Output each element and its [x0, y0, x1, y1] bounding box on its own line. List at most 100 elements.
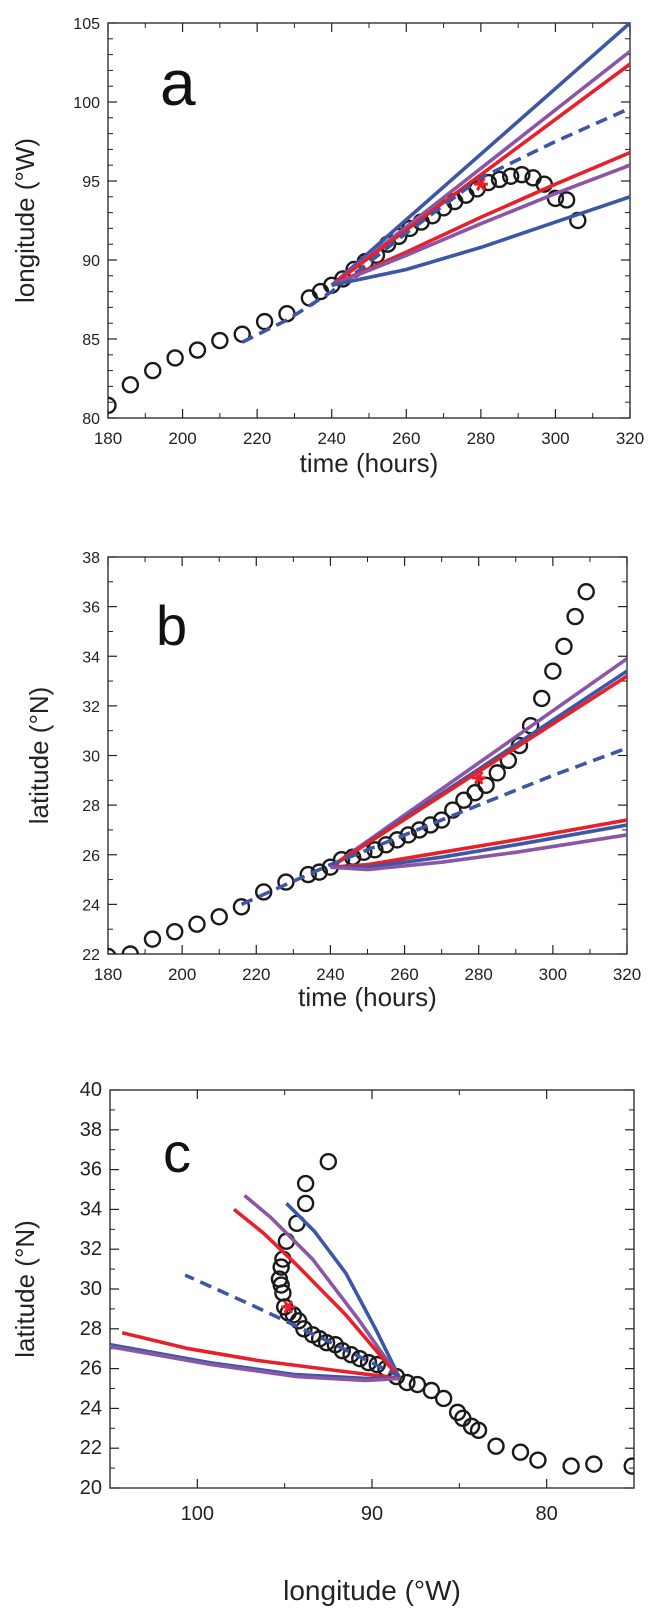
panel-b-observed-point	[555, 637, 573, 656]
panel-a-plot-area	[108, 23, 630, 415]
panel-a-x-axis-title: time (hours)	[300, 448, 439, 478]
panel-a-observed-point	[121, 376, 140, 394]
panel-c-series-blue-dashed-3	[184, 1273, 401, 1379]
panel-b-series-red-2	[329, 674, 627, 869]
panel-a-x-tick-label: 200	[168, 429, 196, 448]
panel-a-y-axis-title: longitude (°W)	[10, 138, 40, 303]
panel-b-x-tick-label: 180	[94, 965, 122, 984]
panel-b-x-tick-label: 320	[613, 965, 641, 984]
panel-b-observed-point	[477, 776, 495, 794]
panel-b: 180 200 220 240 260 280 300 320 22 24 26 28 30 32 34 36…	[24, 550, 641, 1012]
panel-b-y-tick-label: 26	[82, 848, 100, 865]
panel-c-observed-point	[326, 1336, 345, 1354]
panel-c-observed-point	[448, 1403, 467, 1422]
panel-c-y-tick-label: 20	[80, 1477, 102, 1499]
panel-c-x-tick-label: 90	[361, 1503, 383, 1525]
panel-b-observed-point	[533, 689, 551, 708]
panel-c-observed-point	[303, 1326, 322, 1344]
panel-c-series-purple-1	[243, 1194, 402, 1380]
panel-b-plot-area	[108, 583, 627, 954]
panel-a: 180 200 220 240 260 280 300 320 80 85 90 95 100 105 ti…	[10, 16, 644, 478]
panel-c-observed-point	[562, 1457, 580, 1475]
panel-b-observed-point	[377, 836, 395, 854]
panel-b-observed-point	[121, 945, 139, 954]
panel-c-observed-point	[319, 1152, 338, 1171]
panel-c-observed-point	[296, 1174, 315, 1193]
panel-c-observed-point	[270, 1270, 289, 1288]
panel-a-x-tick-label: 300	[541, 429, 569, 448]
panel-c-star-marker-arm	[283, 1300, 293, 1314]
panel-b-x-tick-label: 220	[242, 965, 270, 984]
panel-b-observed-point	[566, 607, 584, 626]
panel-b-y-tick-label: 24	[82, 897, 100, 914]
panel-a-series-blue-0	[330, 23, 630, 287]
panel-c-y-tick-label: 28	[80, 1318, 102, 1340]
panel-b-y-tick-label: 30	[82, 749, 100, 766]
panel-b-x-tick-label: 300	[539, 965, 567, 984]
panel-b-star-marker-arm	[473, 771, 484, 785]
panel-a-y-tick-label: 105	[73, 16, 100, 33]
panel-a-observed-point	[188, 341, 207, 359]
panel-b-observed-point	[210, 908, 228, 926]
panel-a-series-blue-6	[331, 195, 630, 288]
panel-c-observed-point	[296, 1194, 315, 1213]
panel-a-x-tick-label: 220	[243, 429, 271, 448]
panel-b-x-tick-label: 260	[390, 965, 418, 984]
panel-c-observed-point	[351, 1349, 369, 1368]
panel-c-y-tick-label: 32	[80, 1238, 102, 1260]
panel-a-observed-point	[108, 396, 117, 415]
panel-c-plot-area	[110, 1152, 634, 1475]
panel-a-observed-point	[144, 361, 162, 380]
panel-b-series-blue-dashed-3	[240, 746, 627, 907]
panel-a-y-tick-label: 80	[82, 411, 100, 428]
panel-b-observed-point	[299, 865, 317, 884]
panel-b-y-tick-label: 28	[82, 798, 100, 815]
panel-b-observed-point	[577, 583, 595, 601]
panel-b-observed-point	[410, 821, 429, 839]
panel-c-observed-point	[511, 1443, 530, 1461]
panel-b-y-tick-label: 38	[82, 550, 100, 567]
panel-b-observed-point	[421, 816, 440, 834]
panel-a-x-tick-label: 180	[94, 429, 122, 448]
panel-b-observed-point	[432, 811, 451, 829]
panel-a-y-tick-label: 100	[73, 95, 100, 112]
panel-c-observed-point	[422, 1381, 441, 1400]
panel-c-y-tick-label: 26	[80, 1358, 102, 1380]
panel-c-series-red-4	[121, 1331, 401, 1381]
panel-b-y-axis-title: latitude (°N)	[24, 687, 54, 825]
panel-b-x-tick-label: 200	[168, 965, 196, 984]
panel-c-y-tick-label: 38	[80, 1119, 102, 1141]
panel-b-observed-point	[277, 873, 295, 891]
panel-c-y-tick-label: 36	[80, 1159, 102, 1181]
panel-b-observed-point	[544, 662, 562, 680]
panel-b-observed-point	[166, 922, 184, 941]
panel-b-y-tick-label: 32	[82, 699, 100, 716]
panel-c-y-tick-label: 24	[80, 1397, 102, 1419]
panel-c-y-tick-label: 34	[80, 1198, 102, 1220]
panel-b-observed-point	[255, 883, 273, 901]
panel-c-y-tick-label: 40	[80, 1079, 102, 1101]
panel-c-observed-point	[623, 1457, 634, 1475]
panel-c-observed-point	[529, 1451, 547, 1469]
panel-b-observed-point	[488, 764, 506, 782]
panel-a-x-tick-label: 240	[318, 429, 346, 448]
panel-c-panel-letter: c	[163, 1121, 191, 1184]
panel-a-x-tick-label: 320	[616, 429, 644, 448]
panel-a-series-red-2	[330, 62, 630, 287]
panel-c-observed-point	[359, 1353, 378, 1372]
panel-a-observed-point	[278, 305, 296, 323]
panel-a-y-tick-label: 85	[82, 332, 100, 349]
panel-b-observed-point	[466, 784, 484, 802]
panel-c-observed-point	[585, 1455, 603, 1473]
panel-a-series-red-4	[330, 150, 630, 287]
panel-a-star-marker-arm	[476, 177, 486, 191]
panel-a-panel-letter: a	[160, 47, 196, 119]
panel-a-observed-point	[255, 312, 274, 331]
panel-a-x-tick-label: 280	[467, 429, 495, 448]
panel-a-observed-point	[166, 349, 184, 367]
panel-c-series-purple-6	[110, 1344, 401, 1383]
panel-a-y-tick-label: 90	[82, 253, 100, 270]
panel-b-series-purple-6	[330, 833, 627, 872]
